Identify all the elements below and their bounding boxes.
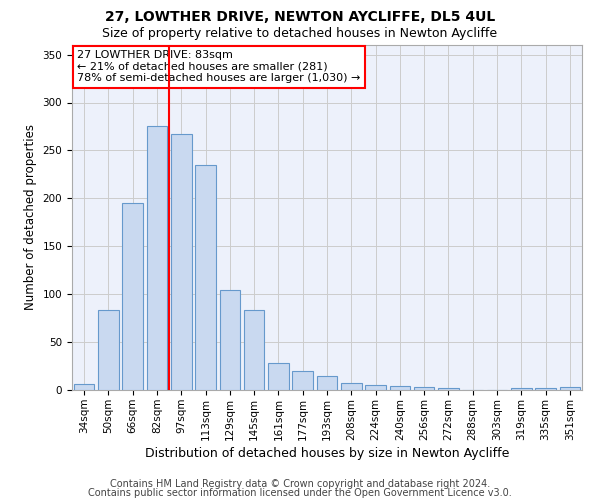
Bar [98, 310, 119, 390]
Bar [292, 371, 313, 390]
Bar [195, 165, 216, 390]
Text: 27, LOWTHER DRIVE, NEWTON AYCLIFFE, DL5 4UL: 27, LOWTHER DRIVE, NEWTON AYCLIFFE, DL5 … [105, 10, 495, 24]
X-axis label: Distribution of detached houses by size in Newton Aycliffe: Distribution of detached houses by size … [145, 446, 509, 460]
Bar [511, 388, 532, 390]
Bar [122, 203, 143, 390]
Text: Size of property relative to detached houses in Newton Aycliffe: Size of property relative to detached ho… [103, 28, 497, 40]
Text: Contains public sector information licensed under the Open Government Licence v3: Contains public sector information licen… [88, 488, 512, 498]
Bar [74, 384, 94, 390]
Bar [220, 290, 240, 390]
Bar [171, 134, 191, 390]
Bar [317, 376, 337, 390]
Bar [268, 363, 289, 390]
Bar [146, 126, 167, 390]
Y-axis label: Number of detached properties: Number of detached properties [24, 124, 37, 310]
Bar [244, 310, 265, 390]
Text: Contains HM Land Registry data © Crown copyright and database right 2024.: Contains HM Land Registry data © Crown c… [110, 479, 490, 489]
Text: 27 LOWTHER DRIVE: 83sqm
← 21% of detached houses are smaller (281)
78% of semi-d: 27 LOWTHER DRIVE: 83sqm ← 21% of detache… [77, 50, 361, 84]
Bar [365, 385, 386, 390]
Bar [438, 388, 459, 390]
Bar [535, 388, 556, 390]
Bar [560, 387, 580, 390]
Bar [341, 384, 362, 390]
Bar [414, 387, 434, 390]
Bar [389, 386, 410, 390]
